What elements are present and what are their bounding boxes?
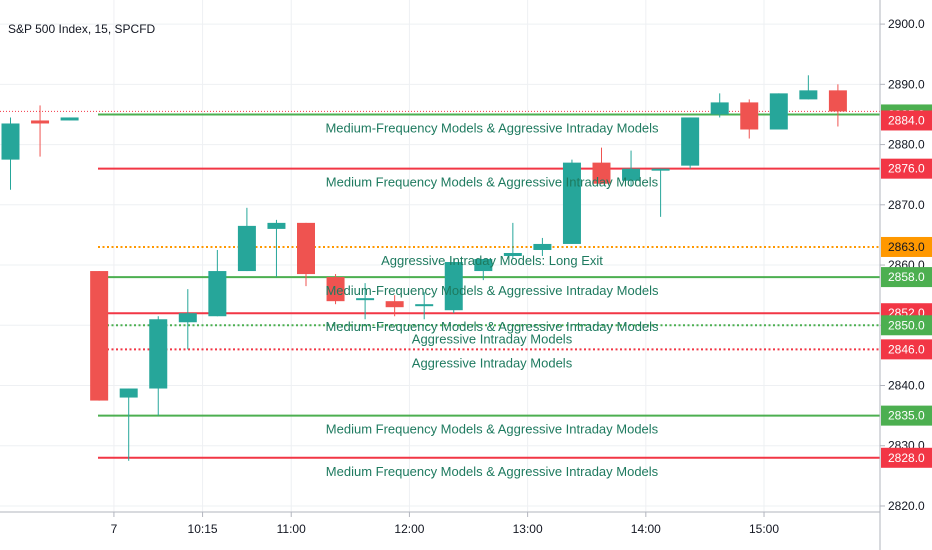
time-tick-label: 14:00 [631,522,661,536]
candle-body [149,319,168,389]
symbol-title: S&P 500 Index, 15, SPCFD [8,22,156,36]
candle-body [474,259,493,272]
price-tick-label: 2840.0 [888,379,925,393]
price-tick-label: 2820.0 [888,499,925,513]
price-tag [881,267,932,288]
candle-body [356,298,375,301]
price-tag-label: 2850.0 [888,318,925,332]
time-tick-label: 7 [111,522,118,536]
level-label: Aggressive Intraday Models [412,355,573,370]
price-tag-label: 2828.0 [888,451,925,465]
candle-body [178,313,197,323]
level-label: Medium-Frequency Models & Aggressive Int… [325,120,659,135]
candle-body [444,262,463,311]
time-tick-label: 11:00 [277,522,306,536]
candle-body [592,162,611,184]
candle-body [562,162,581,244]
level-label: Medium-Frequency Models & Aggressive Int… [325,319,659,334]
candle-body [740,102,759,130]
price-tick-label: 2880.0 [888,138,925,152]
price-tick-label: 2900.0 [888,17,925,31]
time-tick-label: 12:00 [394,522,424,536]
candle-body [710,102,729,115]
candle-body [267,222,286,229]
candle-body [828,90,847,112]
level-lines [98,113,880,459]
candle-body [385,301,404,308]
candle-body [503,252,522,256]
price-tick-label: 2870.0 [888,198,925,212]
candle-body [622,168,641,181]
price-tag-label: 2835.0 [888,409,925,423]
price-tag-label: 2846.0 [888,342,925,356]
level-label: Medium Frequency Models & Aggressive Int… [326,422,659,437]
price-tag-label: 2884.0 [888,113,925,127]
level-annotations: Medium-Frequency Models & Aggressive Int… [325,120,659,478]
level-label: Medium-Frequency Models & Aggressive Int… [325,283,659,298]
candle-body [31,120,50,124]
price-tag [881,339,932,360]
candle-body [1,123,20,160]
price-tags: 2885.02884.02876.02863.02858.02852.02850… [881,104,932,468]
price-tag-label: 2858.0 [888,270,925,284]
chart-grid [0,0,880,512]
candle-body [60,117,79,121]
price-tag-label: 2876.0 [888,162,925,176]
candle-body [326,277,345,302]
level-label: Medium Frequency Models & Aggressive Int… [326,464,659,479]
candle-body [681,117,700,166]
time-tick-label: 13:00 [513,522,543,536]
candle-body [533,243,552,250]
level-label: Aggressive Intraday Models: Long Exit [381,253,603,268]
candle-body [415,304,434,307]
price-tag [881,405,932,426]
price-tag [881,236,932,257]
time-tick-label: 10:15 [188,522,218,536]
candle-body [119,388,138,398]
candle-body [769,93,788,130]
candle-body [90,271,109,401]
price-tag [881,315,932,336]
price-tick-label: 2890.0 [888,77,925,91]
candlestick-series [1,75,847,461]
price-tag [881,110,932,131]
time-tick-label: 15:00 [749,522,779,536]
candle-body [208,271,227,317]
candle-body [651,168,670,171]
price-tag [881,447,932,468]
candle-body [237,225,256,272]
price-tag [881,158,932,179]
level-label: Medium Frequency Models & Aggressive Int… [326,175,659,190]
price-tag-label: 2863.0 [888,240,925,254]
level-label: Aggressive Intraday Models [412,331,573,346]
candle-body [799,90,818,100]
candle-body [297,222,315,275]
